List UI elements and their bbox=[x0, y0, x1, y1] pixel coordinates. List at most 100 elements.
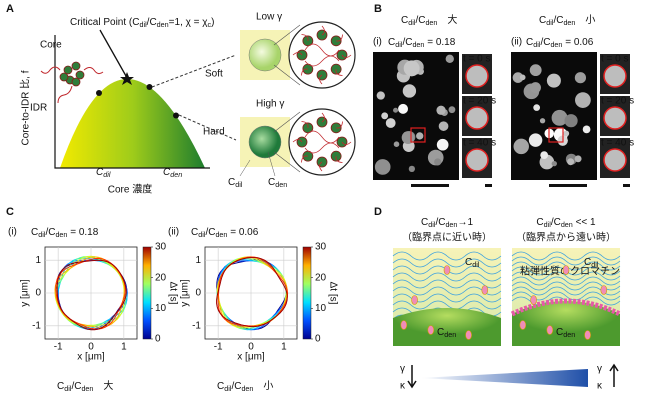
idr-chain bbox=[321, 112, 325, 123]
text-part: dil bbox=[64, 384, 72, 393]
droplet bbox=[563, 130, 570, 137]
kappa-label: κ bbox=[400, 381, 406, 392]
droplet bbox=[528, 133, 543, 147]
text-part: 小 bbox=[575, 14, 595, 26]
droplet bbox=[574, 155, 582, 163]
droplet bbox=[519, 74, 526, 81]
protein bbox=[400, 320, 408, 330]
roi-box bbox=[410, 127, 426, 143]
colorbar-tick-label: 10 bbox=[155, 303, 167, 314]
time-label: t = 40 s bbox=[601, 138, 634, 149]
panel-label: B bbox=[374, 3, 382, 15]
x-marker-label: Cdil bbox=[96, 167, 111, 179]
tracked-droplet bbox=[603, 148, 627, 172]
phase-label: Cden bbox=[556, 327, 575, 339]
time-label: t = 0 s bbox=[463, 54, 491, 65]
kappa-label: κ bbox=[597, 381, 603, 392]
down-arrow bbox=[407, 365, 417, 389]
phase-label: Cdil bbox=[465, 257, 480, 269]
droplet bbox=[436, 105, 446, 115]
protein bbox=[600, 285, 608, 295]
droplet bbox=[533, 104, 541, 111]
idr-chain bbox=[304, 130, 340, 154]
condition-title: Cdil/Cden 大 bbox=[401, 13, 457, 27]
protein bbox=[443, 265, 451, 275]
colorbar-tick-label: 30 bbox=[315, 242, 327, 253]
time-label: t = 20 s bbox=[463, 96, 496, 107]
high-gamma-label: High γ bbox=[256, 99, 284, 110]
idr-label: IDR bbox=[30, 103, 47, 114]
core-bead bbox=[71, 61, 81, 71]
text-part: den bbox=[170, 170, 182, 179]
text-part: den bbox=[425, 18, 437, 27]
text-part: dil bbox=[408, 18, 416, 27]
core-bead bbox=[330, 122, 342, 134]
ratio-label: Cdil/Cden = 0.18 bbox=[388, 37, 456, 49]
idr-chain bbox=[321, 25, 325, 36]
text-part: den bbox=[215, 230, 227, 239]
scale-bar bbox=[623, 184, 630, 187]
y-axis-label: Core-to-IDR 比, f bbox=[20, 70, 32, 145]
interface-layer bbox=[510, 298, 622, 317]
x-tick-label: 0 bbox=[88, 342, 94, 353]
text-part: /C bbox=[147, 17, 157, 28]
zoom-line bbox=[273, 151, 301, 173]
text-part: /C bbox=[540, 37, 550, 48]
text-part: ) bbox=[211, 17, 214, 28]
droplet bbox=[448, 106, 456, 114]
text-part: 大 bbox=[437, 13, 457, 26]
droplet bbox=[512, 72, 524, 83]
pointer bbox=[99, 29, 127, 77]
core-bead bbox=[75, 70, 85, 80]
text-part: /C bbox=[402, 37, 412, 48]
tracked-droplet bbox=[465, 64, 489, 88]
panel-label: D bbox=[374, 206, 382, 218]
y-tick-label: 1 bbox=[195, 255, 201, 266]
condition-title: Cdil/Cden 小 bbox=[539, 14, 595, 27]
dashed-arrow bbox=[151, 54, 237, 88]
colorbar bbox=[142, 246, 152, 340]
tracked-droplet bbox=[603, 64, 627, 88]
condition-title: Cdil/Cden << 1 bbox=[536, 217, 596, 229]
text-part: dil bbox=[472, 260, 480, 269]
text-part: dil bbox=[198, 230, 206, 239]
soft-label: Soft bbox=[205, 69, 223, 80]
droplet bbox=[434, 158, 442, 166]
zoom-line bbox=[273, 24, 301, 46]
text-part: C bbox=[191, 227, 198, 238]
text-part: C bbox=[556, 327, 563, 338]
y-axis-label: y [μm] bbox=[20, 279, 31, 307]
dense-phase bbox=[512, 301, 620, 346]
scale-bar bbox=[411, 184, 449, 187]
core-bead bbox=[71, 77, 81, 87]
idr-chain bbox=[341, 54, 352, 58]
text-part: C bbox=[388, 37, 395, 48]
colorbar-tick-label: 0 bbox=[315, 334, 321, 345]
text-part: C bbox=[536, 217, 543, 228]
colorbar-label: Δt [s] bbox=[167, 282, 178, 305]
x-axis-label: x [μm] bbox=[77, 352, 105, 363]
inset-label: Cden bbox=[268, 177, 287, 189]
protein bbox=[530, 295, 537, 305]
droplet bbox=[529, 64, 542, 77]
droplet bbox=[551, 109, 568, 126]
text-part: = 0.06 bbox=[562, 37, 593, 48]
idr-chain bbox=[336, 34, 343, 42]
ratio-label: Cdil/Cden = 0.06 bbox=[191, 227, 259, 239]
colorbar-tick-label: 10 bbox=[315, 303, 327, 314]
idr-chain bbox=[292, 52, 303, 56]
critical-star bbox=[120, 72, 134, 85]
panel-label: A bbox=[6, 3, 14, 15]
condition-caption: Cdil/Cden 小 bbox=[217, 380, 273, 393]
text-part: = 0.18 bbox=[67, 227, 98, 238]
y-tick-label: 0 bbox=[35, 288, 41, 299]
droplet bbox=[539, 118, 546, 124]
protein bbox=[562, 265, 570, 275]
droplet bbox=[445, 54, 454, 63]
text-part: 小 bbox=[253, 380, 273, 392]
text-part: /C bbox=[415, 15, 425, 26]
gamma-label: γ bbox=[597, 364, 602, 375]
text-part: dil bbox=[395, 40, 403, 49]
idr-chain bbox=[319, 161, 323, 172]
